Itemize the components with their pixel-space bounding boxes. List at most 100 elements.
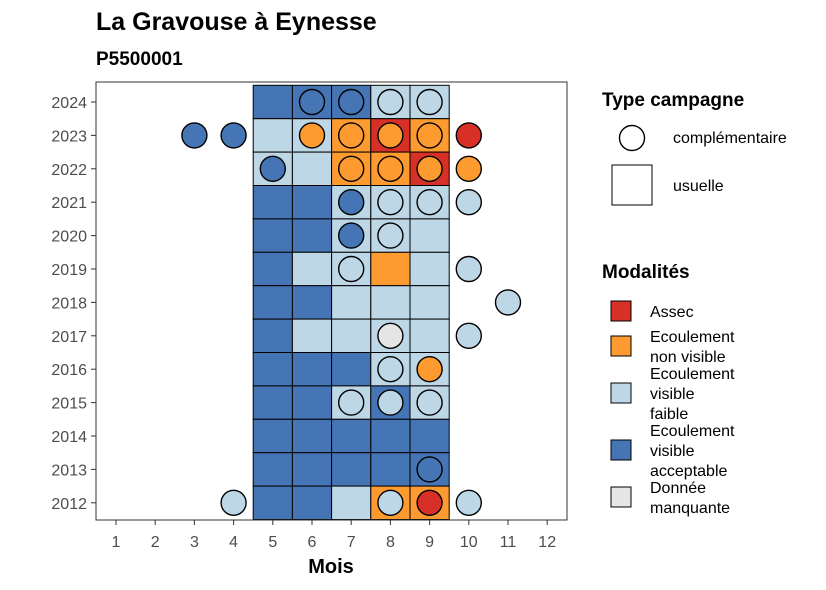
cell-2013-5	[252, 452, 293, 487]
marker-2022-5	[259, 155, 286, 183]
legend-key-assec	[610, 300, 632, 322]
marker-2012-9	[416, 489, 443, 516]
cell-2014-6	[291, 418, 333, 454]
legend-label-faible: Ecoulement	[650, 366, 735, 383]
cell-2017-7	[331, 318, 372, 354]
y-tick-label: 2015	[51, 396, 87, 413]
legend-label-faible: faible	[650, 406, 688, 423]
marker-2022-7	[338, 155, 365, 183]
cell-2018-9	[409, 285, 450, 320]
marker-2023-8	[377, 122, 404, 149]
legend-key-acceptable	[610, 439, 632, 461]
marker-2015-9	[416, 389, 443, 416]
x-tick-label: 8	[386, 534, 395, 551]
x-tick-label: 6	[308, 534, 317, 551]
x-tick-label: 12	[538, 534, 556, 551]
marker-2019-7	[338, 255, 365, 283]
x-tick-label: 7	[347, 534, 356, 551]
x-tick-label: 9	[425, 534, 434, 551]
marker-2020-7	[338, 222, 365, 249]
y-tick-label: 2018	[51, 295, 87, 312]
cell-2022-6	[291, 151, 333, 187]
cell-2013-7	[331, 452, 372, 487]
y-tick-label: 2024	[51, 95, 87, 112]
y-tick-label: 2016	[51, 362, 87, 379]
legend-label-acceptable: visible	[650, 443, 695, 460]
cell-2020-5	[252, 218, 293, 253]
marker-2023-6	[298, 122, 326, 149]
cell-2012-7	[331, 485, 372, 521]
cell-2020-6	[291, 218, 333, 253]
y-tick-label: 2022	[51, 162, 87, 179]
marker-2013-9	[416, 456, 443, 483]
marker-2018-11	[494, 289, 522, 316]
marker-2017-10	[455, 322, 482, 349]
cell-2014-9	[409, 418, 450, 454]
marker-2023-4	[220, 122, 247, 149]
legend-label-nonvisible: Ecoulement	[650, 329, 735, 346]
cell-2019-8	[370, 251, 411, 287]
cell-2013-8	[370, 452, 411, 487]
cell-2015-5	[252, 385, 293, 420]
cell-2024-5	[252, 84, 293, 120]
marker-2024-9	[416, 88, 443, 116]
x-tick-label: 3	[190, 534, 199, 551]
cell-2018-7	[331, 285, 372, 320]
marker-2023-3	[181, 122, 208, 149]
legend-label-manquante: manquante	[650, 500, 730, 517]
x-tick-label: 4	[229, 534, 238, 551]
cell-2014-8	[370, 418, 411, 454]
y-tick-label: 2019	[51, 262, 87, 279]
cell-2016-7	[331, 352, 372, 387]
x-tick-label: 2	[151, 534, 160, 551]
y-tick-label: 2013	[51, 462, 87, 479]
legend: Type campagne complémentaire usuelle Modali…	[602, 90, 787, 517]
marker-2023-10	[455, 122, 482, 149]
marker-2016-8	[377, 356, 404, 383]
cell-2013-6	[291, 452, 333, 487]
cell-2017-9	[409, 318, 450, 354]
x-axis: 1 2 3 4 5 6 7 8 9 10 11 12	[112, 520, 556, 551]
marker-2024-8	[377, 88, 404, 116]
legend-label-acceptable: Ecoulement	[650, 423, 735, 440]
cell-2017-5	[252, 318, 293, 354]
marker-2012-10	[455, 489, 482, 516]
cell-2021-6	[291, 185, 333, 220]
x-tick-label: 10	[460, 534, 478, 551]
x-axis-title: Mois	[308, 556, 354, 578]
marker-2023-9	[416, 122, 443, 149]
marker-2012-4	[220, 489, 247, 516]
complementaire-markers	[181, 88, 522, 516]
heatmap-cells	[252, 84, 450, 521]
legend-label-manquante: Donnée	[650, 480, 706, 497]
cell-2014-5	[252, 418, 293, 454]
cell-2016-5	[252, 352, 293, 387]
legend-label-assec: Assec	[650, 304, 694, 321]
cell-2019-5	[252, 251, 293, 287]
cell-2018-6	[291, 285, 333, 320]
legend-label-usuelle: usuelle	[673, 178, 724, 195]
marker-2017-8	[377, 322, 404, 349]
marker-2021-10	[455, 188, 482, 216]
x-tick-label: 11	[500, 534, 517, 551]
marker-2021-9	[416, 188, 443, 216]
cell-2017-6	[291, 318, 333, 354]
cell-2020-9	[409, 218, 450, 253]
legend-key-faible	[610, 382, 632, 404]
legend-title-type: Type campagne	[602, 90, 744, 111]
marker-2015-7	[338, 389, 365, 416]
marker-2012-8	[377, 489, 404, 516]
marker-2021-7	[338, 188, 365, 216]
cell-2018-8	[370, 285, 411, 320]
legend-key-usuelle	[611, 164, 653, 206]
cell-2021-5	[252, 185, 293, 220]
y-tick-label: 2023	[51, 128, 87, 145]
marker-2024-6	[298, 88, 326, 116]
cell-2023-5	[252, 118, 293, 153]
chart-subtitle: P5500001	[96, 49, 183, 70]
cell-2019-6	[291, 251, 333, 287]
legend-label-complementaire: complémentaire	[673, 130, 787, 147]
cell-2015-6	[291, 385, 333, 420]
cell-2012-6	[291, 485, 333, 521]
